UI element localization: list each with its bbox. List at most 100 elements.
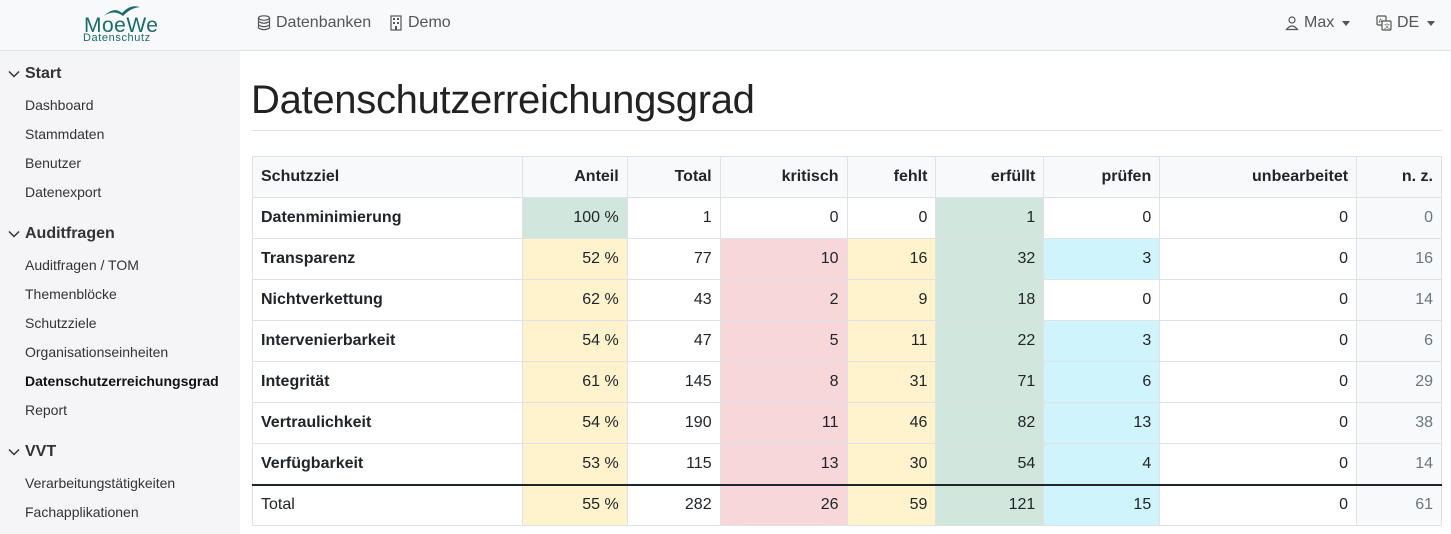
table-cell: 8 <box>719 361 848 403</box>
sidebar-item-datenschutzerreichungsgrad[interactable]: Datenschutzerreichungsgrad <box>25 373 219 389</box>
sidebar-section-label: VVT <box>25 443 57 460</box>
column-header[interactable]: Total <box>626 156 721 198</box>
table-cell: 0 <box>1043 197 1161 239</box>
svg-text:A: A <box>1379 18 1384 25</box>
table-cell: 43 <box>626 279 721 321</box>
table-cell: 0 <box>1159 483 1358 526</box>
column-header[interactable]: fehlt <box>846 156 937 198</box>
row-label: Vertraulichkeit <box>252 402 523 444</box>
table-cell: 0 <box>1159 361 1358 403</box>
table-cell: 9 <box>846 279 937 321</box>
table-cell: 0 <box>846 197 937 239</box>
table-cell: 0 <box>1159 402 1358 444</box>
table-cell: 52 % <box>521 238 628 280</box>
language-code: DE <box>1397 14 1420 31</box>
table-cell: 11 <box>719 402 848 444</box>
sidebar-item-fachapplikationen[interactable]: Fachapplikationen <box>25 504 139 520</box>
brand-logo[interactable]: MoeWe Datenschutz <box>80 4 180 44</box>
nav-databases-label: Datenbanken <box>276 14 372 31</box>
row-label: Integrität <box>252 361 523 403</box>
table-cell: 0 <box>1159 197 1358 239</box>
table-cell: 190 <box>626 402 721 444</box>
table-cell: 18 <box>935 279 1045 321</box>
table-cell: 53 % <box>521 443 628 485</box>
table-row: Verfügbarkeit 53 % 115 13 30 54 4 0 14 <box>252 443 1442 485</box>
table-cell: 54 % <box>521 320 628 362</box>
table-cell: 14 <box>1356 279 1442 321</box>
sidebar-item-auditfragen-tom[interactable]: Auditfragen / TOM <box>25 257 139 273</box>
sidebar-item-dashboard[interactable]: Dashboard <box>25 97 94 113</box>
table-cell: 54 % <box>521 402 628 444</box>
column-header[interactable]: Schutzziel <box>252 156 523 198</box>
table-cell: 5 <box>719 320 848 362</box>
table-cell: 4 <box>1043 443 1161 485</box>
sidebar-item-themenbloecke[interactable]: Themenblöcke <box>25 286 117 302</box>
table-cell: 13 <box>1043 402 1161 444</box>
table-cell: 29 <box>1356 361 1442 403</box>
table-cell: 31 <box>846 361 937 403</box>
sidebar-item-datenexport[interactable]: Datenexport <box>25 184 102 200</box>
database-icon <box>257 15 271 31</box>
table-cell: 59 <box>846 483 937 526</box>
table-cell: 77 <box>626 238 721 280</box>
column-header[interactable]: Anteil <box>521 156 628 198</box>
chevron-down-icon <box>1427 20 1436 26</box>
table-cell: 145 <box>626 361 721 403</box>
column-header[interactable]: kritisch <box>719 156 848 198</box>
table-cell: 16 <box>1356 238 1442 280</box>
column-header[interactable]: n. z. <box>1356 156 1442 198</box>
sidebar-item-stammdaten[interactable]: Stammdaten <box>25 126 105 142</box>
table-row: Datenminimierung 100 % 1 0 0 1 0 0 0 <box>252 197 1442 239</box>
row-label: Transparenz <box>252 238 523 280</box>
person-icon <box>1285 16 1299 31</box>
table-cell: 46 <box>846 402 937 444</box>
chevron-down-icon <box>1342 20 1351 26</box>
table-cell: 0 <box>1043 279 1161 321</box>
table-cell: 13 <box>719 443 848 485</box>
translate-icon: A 文 <box>1376 15 1392 31</box>
table-row: Intervenierbarkeit 54 % 47 5 11 22 3 0 6 <box>252 320 1442 362</box>
sidebar-section-auditfragen[interactable]: Auditfragen <box>8 225 115 243</box>
user-menu[interactable]: Max <box>1285 12 1351 34</box>
chevron-down-icon <box>8 230 20 238</box>
table-row: Vertraulichkeit 54 % 190 11 46 82 13 0 38 <box>252 402 1442 444</box>
table-cell: 0 <box>1159 279 1358 321</box>
table-cell: 1 <box>626 197 721 239</box>
table-cell: 32 <box>935 238 1045 280</box>
table-cell: 2 <box>719 279 848 321</box>
table-cell: 0 <box>1159 443 1358 485</box>
column-header[interactable]: prüfen <box>1043 156 1161 198</box>
sidebar-item-report[interactable]: Report <box>25 402 68 418</box>
table-cell: 38 <box>1356 402 1442 444</box>
sidebar-item-benutzer[interactable]: Benutzer <box>25 155 82 171</box>
title-divider <box>252 130 1442 131</box>
table-cell: 55 % <box>521 483 628 526</box>
language-menu[interactable]: A 文 DE <box>1376 12 1436 34</box>
row-label: Intervenierbarkeit <box>252 320 523 362</box>
brand-name: MoeWe <box>84 14 159 37</box>
sidebar-item-schutzziele[interactable]: Schutzziele <box>25 315 97 331</box>
sidebar-item-verarbeitungstaetigkeiten[interactable]: Verarbeitungstätigkeiten <box>25 475 176 491</box>
table-row: Transparenz 52 % 77 10 16 32 3 0 16 <box>252 238 1442 280</box>
sidebar-section-start[interactable]: Start <box>8 65 61 83</box>
table-cell: 3 <box>1043 238 1161 280</box>
bird-logo-icon <box>104 6 140 16</box>
sidebar-item-organisationseinheiten[interactable]: Organisationseinheiten <box>25 344 169 360</box>
column-header[interactable]: unbearbeitet <box>1159 156 1358 198</box>
sidebar-section-label: Auditfragen <box>25 225 115 242</box>
column-header[interactable]: erfüllt <box>935 156 1045 198</box>
table-cell: 1 <box>935 197 1045 239</box>
table-cell: 6 <box>1043 361 1161 403</box>
table-header-row: Schutzziel Anteil Total kritisch fehlt e… <box>252 156 1442 198</box>
sidebar: Start Dashboard Stammdaten Benutzer Date… <box>0 51 240 534</box>
table-cell: 26 <box>719 483 848 526</box>
sidebar-section-label: Start <box>25 65 62 82</box>
nav-databases[interactable]: Datenbanken <box>257 12 371 34</box>
user-name: Max <box>1304 14 1335 31</box>
table-cell: 14 <box>1356 443 1442 485</box>
sidebar-section-vvt[interactable]: VVT <box>8 443 56 461</box>
table-cell: 0 <box>719 197 848 239</box>
row-label: Verfügbarkeit <box>252 443 523 485</box>
nav-demo[interactable]: Demo <box>389 12 451 34</box>
table-cell: 61 % <box>521 361 628 403</box>
